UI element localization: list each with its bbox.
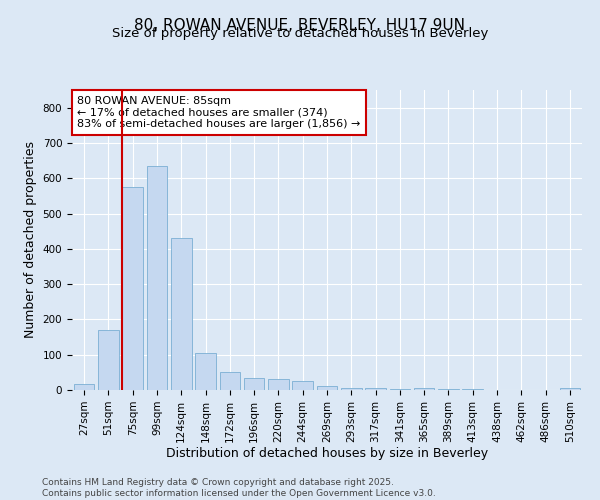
- Bar: [98, 330, 119, 390]
- Bar: [341, 388, 362, 390]
- Text: Size of property relative to detached houses in Beverley: Size of property relative to detached ho…: [112, 28, 488, 40]
- Y-axis label: Number of detached properties: Number of detached properties: [24, 142, 37, 338]
- Text: 80 ROWAN AVENUE: 85sqm
← 17% of detached houses are smaller (374)
83% of semi-de: 80 ROWAN AVENUE: 85sqm ← 17% of detached…: [77, 96, 361, 129]
- Bar: [317, 386, 337, 390]
- Bar: [389, 389, 410, 390]
- Text: 80, ROWAN AVENUE, BEVERLEY, HU17 9UN: 80, ROWAN AVENUE, BEVERLEY, HU17 9UN: [134, 18, 466, 32]
- Bar: [122, 187, 143, 390]
- Bar: [560, 388, 580, 390]
- Bar: [292, 381, 313, 390]
- Bar: [195, 353, 216, 390]
- X-axis label: Distribution of detached houses by size in Beverley: Distribution of detached houses by size …: [166, 448, 488, 460]
- Bar: [268, 380, 289, 390]
- Text: Contains HM Land Registry data © Crown copyright and database right 2025.
Contai: Contains HM Land Registry data © Crown c…: [42, 478, 436, 498]
- Bar: [171, 238, 191, 390]
- Bar: [74, 384, 94, 390]
- Bar: [220, 372, 240, 390]
- Bar: [414, 388, 434, 390]
- Bar: [244, 378, 265, 390]
- Bar: [146, 166, 167, 390]
- Bar: [463, 389, 483, 390]
- Bar: [365, 388, 386, 390]
